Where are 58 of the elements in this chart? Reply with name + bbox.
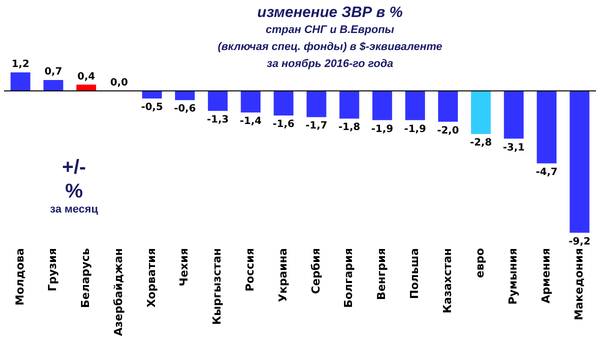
x-tick-label: Азербайджан <box>112 248 125 336</box>
x-tick-label: евро <box>474 248 487 278</box>
data-label: -3,1 <box>502 142 525 154</box>
x-tick-label: Македония <box>572 248 586 320</box>
data-label: 0,0 <box>110 77 128 88</box>
data-label: -2,8 <box>470 138 492 149</box>
annotation: % <box>65 180 84 203</box>
x-tick-label: Украина <box>276 248 290 302</box>
data-label: -1,9 <box>404 124 426 135</box>
bar <box>43 80 64 91</box>
x-tick-label: Беларусь <box>79 248 92 308</box>
x-tick-label: Сербия <box>309 248 322 294</box>
x-tick-label: Хорватия <box>144 248 158 308</box>
bar <box>175 90 195 100</box>
data-label: -1,6 <box>272 119 295 130</box>
x-tick-label: Кыргызстан <box>210 248 224 325</box>
bar <box>240 90 261 112</box>
x-tick-label: Румыния <box>506 248 520 305</box>
x-tick-label: Молдова <box>13 248 26 306</box>
bar <box>274 90 294 116</box>
data-label: -0,5 <box>141 102 163 114</box>
annotation: +/- <box>62 156 86 179</box>
bar <box>372 90 392 120</box>
x-tick-label: Грузия <box>46 248 60 292</box>
data-label: -2,0 <box>437 125 459 136</box>
data-label: -9,2 <box>568 236 591 248</box>
bar <box>504 90 524 139</box>
data-label: -0,6 <box>174 104 196 115</box>
x-tick-label: Чехия <box>178 248 191 286</box>
x-tick-label: Армения <box>540 248 553 304</box>
chart-title: изменение ЗВР в % <box>256 4 404 22</box>
data-label: 1,2 <box>12 58 30 70</box>
data-label: 0,4 <box>77 71 96 82</box>
x-tick-label: Болгария <box>342 248 356 308</box>
x-tick-label: Россия <box>244 248 257 292</box>
data-label: -1,9 <box>371 124 394 135</box>
x-tick-label: Польша <box>408 248 421 299</box>
data-label: 0,7 <box>44 66 62 78</box>
x-tick-label: Казахстан <box>440 248 454 314</box>
bar <box>76 84 96 91</box>
bar <box>339 90 360 119</box>
bar <box>570 90 590 233</box>
bar <box>405 90 425 120</box>
bar <box>306 90 326 118</box>
bar <box>10 72 30 91</box>
data-label: -1,4 <box>240 116 262 128</box>
chart-subtitle: стран СНГ и В.Европы (включая спец. фонды) в $-эквиваленте за ноябрь 2016-го года <box>216 23 444 72</box>
data-label: -1,3 <box>206 114 229 126</box>
data-label: -4,7 <box>536 166 558 178</box>
bar <box>438 90 458 122</box>
bar <box>471 90 491 134</box>
bar <box>208 90 228 111</box>
bar <box>536 90 557 164</box>
x-tick-label: Венгрия <box>375 248 388 300</box>
data-label: -1,8 <box>338 122 360 134</box>
annotation: за месяц <box>50 204 98 216</box>
data-label: -1,7 <box>306 120 328 132</box>
bar <box>142 90 162 99</box>
